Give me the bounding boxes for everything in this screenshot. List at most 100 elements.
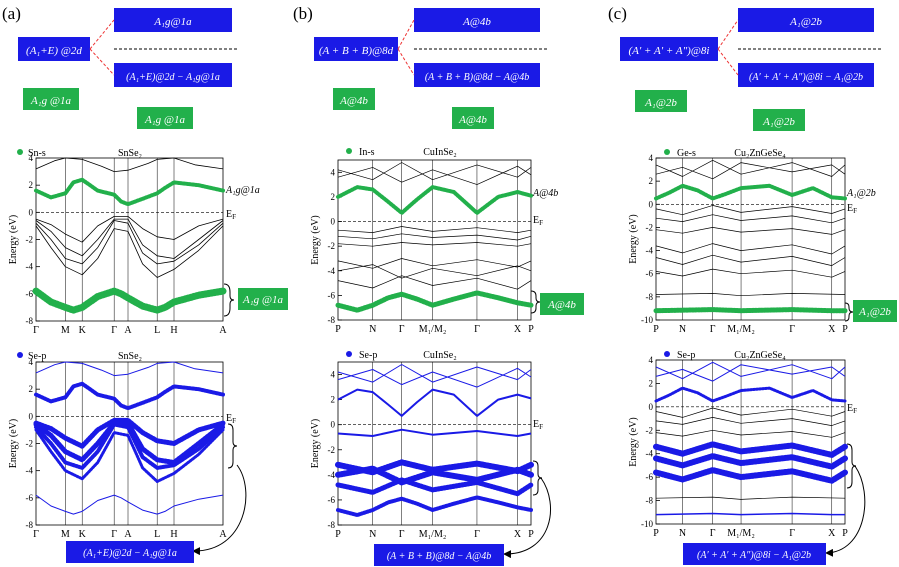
- plot-frame: [337, 361, 532, 526]
- kpoint-label: Γ: [111, 325, 117, 336]
- y-tick-label: -6: [646, 269, 654, 279]
- kpoint-label: Γ: [474, 324, 480, 335]
- legend-in-s: In-s: [359, 147, 375, 158]
- fermi-b-bot: EF: [533, 419, 543, 431]
- y-tick-label: -8: [26, 316, 34, 326]
- band-line: [337, 364, 532, 383]
- band-line: [337, 226, 532, 233]
- kpoint-label: N: [369, 529, 376, 540]
- y-axis-label: Energy (eV): [8, 215, 19, 265]
- band-line: [337, 275, 532, 290]
- band-line: [35, 494, 224, 515]
- band-line: [653, 453, 848, 470]
- child-bottom-label: (A′ + A′ + A″)@8i − A₁@2b: [749, 72, 863, 83]
- y-tick-label: 4: [29, 153, 34, 163]
- red-link-top: [397, 19, 415, 50]
- kpoint-label: P: [528, 324, 534, 335]
- kpoint-label: N: [679, 528, 686, 539]
- band-line: [655, 205, 846, 216]
- arrow-a: [192, 464, 247, 556]
- orbital-left-box: [333, 88, 375, 110]
- band-line: [337, 264, 532, 279]
- kpoint-label: Γ: [710, 528, 716, 539]
- child-bottom-box: [738, 63, 874, 87]
- y-tick-label: 4: [649, 355, 654, 365]
- band-line: [655, 268, 846, 278]
- red-link-top: [89, 19, 115, 50]
- plot-frame: [655, 157, 846, 321]
- kpoint-label: Γ: [399, 529, 405, 540]
- kpoint-label: H: [170, 529, 177, 540]
- legend-se-p-b: Se-p: [359, 350, 377, 361]
- kpoint-label: N: [369, 324, 376, 335]
- y-tick-label: 4: [29, 357, 34, 367]
- panel-label-a: (a): [2, 4, 21, 23]
- band-line: [655, 293, 846, 297]
- kpoint-label: A: [219, 529, 227, 540]
- kpoint-label: M: [61, 529, 70, 540]
- band-line: [653, 307, 848, 314]
- y-tick-label: -6: [328, 290, 336, 300]
- y-tick-label: -2: [26, 235, 34, 245]
- y-tick-label: -10: [641, 315, 653, 325]
- child-top-label: A₁@2b: [789, 16, 822, 28]
- arrow-box-c: [683, 543, 826, 565]
- title-b-top: CuInSe₂: [423, 147, 457, 158]
- y-tick-label: -8: [328, 315, 336, 325]
- title-a-bot: SnSe₂: [118, 351, 142, 362]
- child-bottom-box: [114, 63, 232, 87]
- kpoint-label: Γ: [33, 529, 39, 540]
- band-line: [337, 428, 532, 437]
- kpoint-label: L: [154, 529, 160, 540]
- bracket-label-b-top: A@4b: [547, 299, 576, 311]
- band-line: [337, 388, 532, 417]
- band-line: [34, 177, 225, 207]
- kpoint-label: Γ: [33, 325, 39, 336]
- panel-a-header: (A₁+E) @2d A₁g@1a (A₁+E)@2d − A₁g@1a A₁g…: [18, 8, 238, 129]
- plot-frame: [655, 359, 846, 525]
- orbital-left-label: A@4b: [339, 95, 368, 107]
- y-tick-label: -2: [646, 425, 654, 435]
- band-line: [335, 465, 534, 486]
- panel-c-header: (A′ + A′ + A″)@8i A₁@2b (A′ + A′ + A″)@8…: [620, 8, 882, 131]
- panel-label-b: (b): [293, 4, 313, 23]
- kpoint-label: P: [653, 528, 659, 539]
- child-bottom-label: (A + B + B)@8d − A@4b: [425, 72, 529, 83]
- fermi-b-top: EF: [533, 215, 543, 227]
- kpoint-label: P: [528, 529, 534, 540]
- orbital-left-box: [635, 90, 687, 112]
- title-c-bot: Cu₂ZnGeSe₄: [734, 350, 786, 361]
- band-line: [337, 367, 532, 388]
- y-tick-label: 4: [331, 370, 336, 380]
- orbital-right-label: A₁@2b: [762, 116, 795, 128]
- red-link-bottom: [89, 48, 115, 76]
- band-line: [34, 422, 225, 470]
- y-tick-label: -6: [328, 495, 336, 505]
- brace-b-top: [530, 290, 541, 314]
- red-link-bottom: [717, 48, 739, 76]
- kpoint-label: Γ: [789, 324, 795, 335]
- y-axis-label: Energy (eV): [8, 419, 19, 469]
- y-tick-label: -8: [328, 520, 336, 530]
- kpoint-label: P: [653, 324, 659, 335]
- kpoint-label: X: [514, 324, 522, 335]
- band-line: [33, 420, 226, 465]
- band-line: [337, 242, 532, 247]
- brace-c-bot: [846, 443, 857, 489]
- fermi-a-top: EF: [226, 209, 236, 221]
- parent-label: (A + B + B)@8d: [319, 45, 394, 57]
- kpoint-label: H: [170, 325, 177, 336]
- y-tick-label: 2: [29, 384, 34, 394]
- band-line: [335, 290, 534, 313]
- legend-sn-s: Sn-s: [28, 148, 46, 159]
- arrow-label-a: (A₁+E)@2d − A₁g@1a: [83, 548, 177, 559]
- y-tick-label: -2: [26, 439, 34, 449]
- parent-box: [18, 37, 90, 61]
- kpoint-label: X: [828, 324, 836, 335]
- y-tick-label: -6: [26, 493, 34, 503]
- orbital-left-box: [23, 88, 79, 110]
- y-axis-label: Energy (eV): [628, 214, 639, 264]
- y-tick-label: -2: [646, 222, 654, 232]
